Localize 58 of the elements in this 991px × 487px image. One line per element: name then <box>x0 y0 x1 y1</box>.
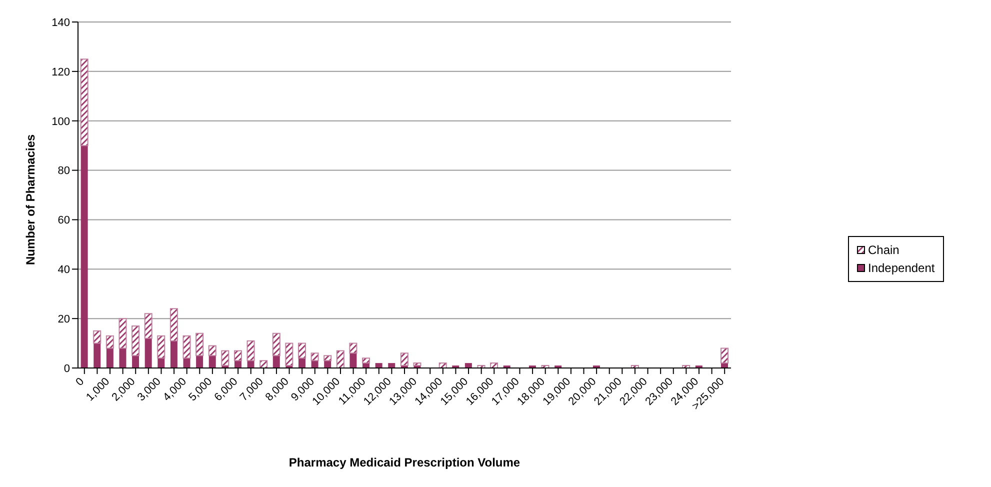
y-tick-label: 140 <box>52 16 70 29</box>
bar <box>182 335 191 359</box>
bar <box>720 348 729 364</box>
bar <box>464 363 472 368</box>
bar <box>80 58 88 146</box>
bar <box>80 146 88 368</box>
bar <box>298 358 306 368</box>
legend-label: Independent <box>868 260 935 277</box>
y-tick-label: 100 <box>52 116 70 128</box>
bar <box>349 342 358 354</box>
y-tick-label: 20 <box>58 313 70 326</box>
bar <box>336 350 344 368</box>
bar <box>94 343 101 368</box>
bar <box>119 348 126 368</box>
bar <box>118 318 127 349</box>
bar <box>324 355 332 362</box>
bar <box>246 340 255 362</box>
bar <box>285 342 294 366</box>
bar <box>158 358 165 368</box>
y-tick-label: 0 <box>64 362 70 375</box>
legend-label: Chain <box>868 242 900 259</box>
y-tick-label: 120 <box>52 66 70 78</box>
bar <box>298 342 306 359</box>
bar <box>490 362 498 368</box>
bar <box>234 350 242 362</box>
y-axis-title: Number of Pharmacies <box>23 134 38 265</box>
bar <box>438 362 447 368</box>
bar <box>93 330 102 344</box>
bar <box>170 308 178 342</box>
bar <box>170 340 178 368</box>
y-tick-label: 60 <box>58 214 70 227</box>
bar <box>350 353 357 368</box>
bar <box>375 363 382 368</box>
bar <box>132 356 140 368</box>
x-axis-title: Pharmacy Medicaid Prescription Volume <box>288 456 520 470</box>
bar <box>106 348 114 368</box>
bar <box>310 352 319 362</box>
bar <box>388 363 396 368</box>
bar <box>362 358 370 364</box>
bar <box>260 360 268 368</box>
bar <box>157 335 166 359</box>
bar <box>132 325 140 356</box>
bar <box>400 352 408 366</box>
bar <box>272 332 280 356</box>
bar <box>272 356 280 368</box>
y-tick-label: 40 <box>58 264 70 276</box>
bar <box>221 350 230 366</box>
y-tick-label: 80 <box>58 165 70 178</box>
bar <box>196 332 204 356</box>
bar <box>144 338 152 368</box>
bar <box>106 335 114 349</box>
bar <box>413 362 422 366</box>
bar <box>183 358 190 368</box>
bar <box>208 345 216 356</box>
x-tick-label: 0 <box>74 376 87 388</box>
bar <box>144 313 152 339</box>
bar <box>196 356 204 368</box>
bar <box>208 356 216 368</box>
